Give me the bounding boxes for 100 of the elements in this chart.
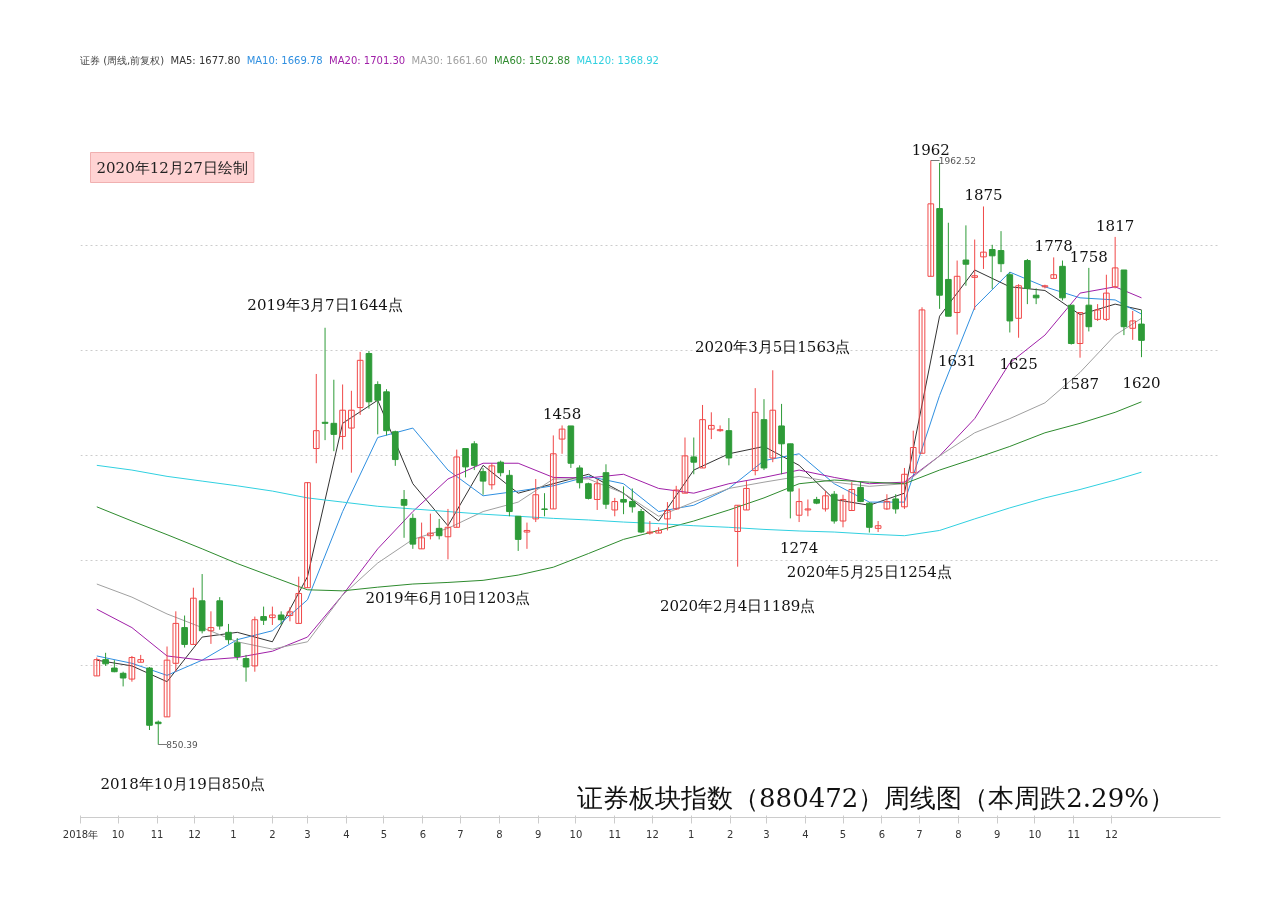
x-tick-label: 5 bbox=[380, 828, 388, 840]
annotation: 2020年12月27日绘制 bbox=[96, 158, 248, 177]
x-tick-label: 3 bbox=[304, 828, 311, 840]
candlestick bbox=[1032, 287, 1040, 305]
candlestick bbox=[374, 380, 382, 435]
candlestick bbox=[681, 437, 689, 494]
candlestick bbox=[181, 615, 188, 649]
x-tick-label: 2 bbox=[726, 828, 734, 840]
candlestick bbox=[427, 513, 434, 540]
candlestick bbox=[1129, 310, 1137, 341]
candlestick bbox=[690, 437, 698, 475]
candlestick bbox=[699, 404, 706, 469]
x-tick-label: 3 bbox=[763, 828, 770, 840]
x-tick-label: 4 bbox=[343, 828, 350, 840]
annotation: 1587 bbox=[1060, 374, 1100, 393]
candlestick bbox=[883, 493, 891, 511]
candlestick bbox=[93, 657, 101, 677]
candlestick bbox=[233, 637, 241, 661]
candlestick bbox=[225, 623, 232, 645]
x-tick-label: 10 bbox=[1028, 828, 1042, 840]
x-tick-label: 2 bbox=[269, 828, 276, 840]
candlestick bbox=[348, 390, 355, 474]
x-tick-label: 8 bbox=[496, 828, 503, 840]
candlestick bbox=[909, 430, 917, 474]
candlestick bbox=[962, 224, 970, 287]
candlestick bbox=[532, 478, 540, 523]
x-tick-label: 12 bbox=[1105, 828, 1118, 840]
x-tick-label: 10 bbox=[111, 828, 125, 840]
candlestick bbox=[444, 508, 452, 560]
candlestick bbox=[980, 205, 987, 270]
annotation: 1458 bbox=[543, 405, 582, 424]
x-tick-label: 11 bbox=[1067, 828, 1081, 840]
text: MA10: 1669.78 bbox=[246, 55, 323, 66]
x-tick-label: 10 bbox=[569, 828, 583, 840]
annotation: 1962.52 bbox=[938, 156, 977, 166]
annotation: 2020年3月5日1563点 bbox=[695, 338, 851, 357]
x-tick-label: 11 bbox=[150, 828, 164, 840]
candlestick bbox=[1076, 312, 1084, 359]
candlestick bbox=[892, 493, 899, 515]
x-tick-label: 6 bbox=[878, 828, 886, 840]
candlestick bbox=[971, 239, 979, 311]
x-tick-label: 12 bbox=[646, 828, 659, 840]
annotation: 2019年6月10日1203点 bbox=[365, 589, 531, 608]
x-tick-label: 11 bbox=[608, 828, 622, 840]
candlestick bbox=[927, 160, 935, 277]
candlestick bbox=[751, 387, 759, 476]
x-tick-label: 8 bbox=[955, 828, 962, 840]
candlestick bbox=[1015, 283, 1022, 339]
candlestick bbox=[330, 379, 338, 452]
candlestick bbox=[822, 490, 829, 513]
candlestick bbox=[418, 522, 425, 550]
annotation: 1817 bbox=[1096, 216, 1135, 235]
candlestick bbox=[400, 489, 408, 539]
annotation: 1875 bbox=[964, 186, 1003, 205]
x-tick-label: 2018年 bbox=[62, 828, 99, 840]
candlestick bbox=[190, 587, 197, 645]
candlestick bbox=[997, 230, 1005, 273]
annotation: 1620 bbox=[1122, 374, 1161, 393]
candlestick bbox=[953, 260, 961, 336]
x-tick-label: 12 bbox=[188, 828, 201, 840]
candlestick bbox=[664, 501, 671, 531]
candlestick bbox=[339, 383, 346, 451]
x-tick-label: 9 bbox=[535, 828, 542, 840]
candlestick bbox=[734, 504, 741, 568]
candlestick bbox=[286, 606, 294, 622]
candlestick bbox=[523, 522, 531, 550]
x-tick-label: 4 bbox=[802, 828, 809, 840]
text: MA5: 1677.80 bbox=[170, 55, 241, 66]
candlestick bbox=[646, 520, 654, 536]
candlestick bbox=[295, 576, 303, 624]
candlestick bbox=[988, 244, 996, 290]
candlestick bbox=[269, 606, 276, 626]
candlestick bbox=[716, 424, 724, 433]
text: MA120: 1368.92 bbox=[576, 55, 659, 66]
candlestick bbox=[593, 478, 601, 511]
text: 证券板块指数（880472）周线图（本周跌2.29%） bbox=[577, 782, 1175, 813]
candlestick bbox=[708, 411, 715, 440]
candlestick bbox=[470, 440, 478, 471]
candlestick bbox=[637, 508, 645, 534]
candlestick bbox=[462, 448, 469, 478]
candlestick bbox=[260, 606, 267, 626]
candlestick bbox=[558, 424, 566, 455]
candlestick bbox=[453, 449, 461, 528]
annotation: 1631 bbox=[938, 351, 977, 370]
candlestick bbox=[488, 462, 496, 490]
candlestick bbox=[874, 520, 882, 533]
candlestick bbox=[128, 655, 136, 683]
annotation: 1625 bbox=[999, 354, 1038, 373]
candlestick bbox=[611, 497, 619, 517]
annotation: 2020年5月25日1254点 bbox=[786, 562, 952, 581]
candlestick bbox=[848, 481, 856, 511]
x-tick-label: 9 bbox=[994, 828, 1001, 840]
candlestick bbox=[672, 485, 680, 511]
candlestick bbox=[620, 485, 627, 515]
candlestick bbox=[549, 434, 557, 510]
candlestick bbox=[1103, 274, 1110, 322]
candlestick bbox=[778, 403, 785, 475]
candlestick bbox=[435, 518, 443, 540]
candlestick bbox=[576, 464, 583, 489]
candlestick bbox=[541, 492, 548, 517]
